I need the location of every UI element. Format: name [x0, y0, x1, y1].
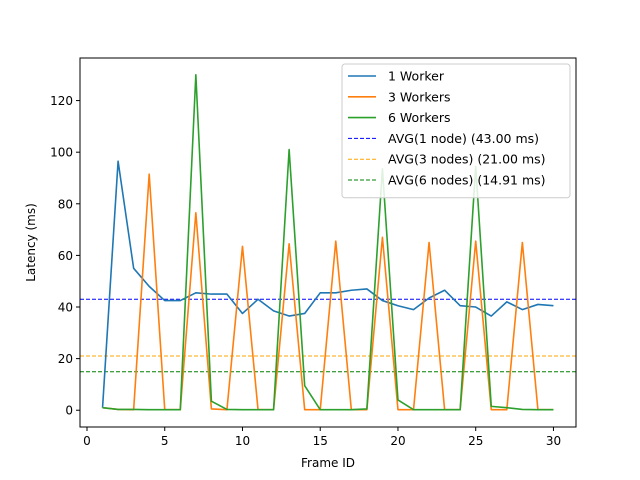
plot-frame: [79, 57, 577, 428]
x-tick-label: 10: [235, 434, 250, 448]
y-tick-label: 20: [58, 352, 73, 366]
x-axis-label: Frame ID: [301, 456, 355, 470]
reference-lines: [80, 298, 576, 373]
legend-label: AVG(1 node) (43.00 ms): [388, 131, 539, 146]
legend-label: AVG(3 nodes) (21.00 ms): [388, 152, 546, 167]
y-tick-label: 40: [58, 301, 73, 315]
y-tick-label: 80: [58, 197, 73, 211]
y-tick-label: 0: [65, 404, 73, 418]
x-tick-label: 25: [468, 434, 483, 448]
x-tick-label: 0: [83, 434, 91, 448]
series-lines: [101, 73, 554, 411]
series-line-2: [102, 73, 554, 411]
legend-label: AVG(6 nodes) (14.91 ms): [388, 173, 546, 188]
series-line-0: [101, 160, 554, 408]
y-axis: 0 20 40 60 80 100 120: [50, 94, 80, 418]
y-axis-label: Latency (ms): [24, 203, 38, 282]
legend-label: 3 Workers: [388, 89, 450, 104]
legend: 1 Worker 3 Workers 6 Workers AVG(1 node) (4…: [341, 63, 571, 199]
x-axis: 0 5 10 15 20 25 30: [83, 427, 561, 448]
y-tick-label: 60: [58, 249, 73, 263]
legend-label: 1 Worker: [388, 69, 445, 84]
legend-label: 6 Workers: [388, 110, 450, 125]
x-tick-label: 20: [390, 434, 405, 448]
x-tick-label: 15: [313, 434, 328, 448]
legend-box: [341, 63, 571, 199]
y-tick-label: 100: [50, 146, 73, 160]
y-tick-label: 120: [50, 94, 73, 108]
x-tick-label: 30: [546, 434, 561, 448]
x-tick-label: 5: [161, 434, 169, 448]
